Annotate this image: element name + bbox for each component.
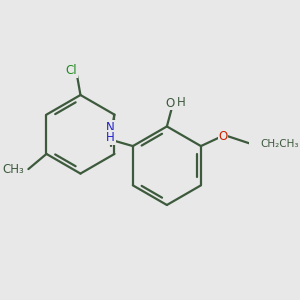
Text: H: H bbox=[106, 131, 115, 144]
Text: H: H bbox=[177, 96, 186, 109]
Text: CH₃: CH₃ bbox=[2, 163, 24, 176]
Text: Cl: Cl bbox=[65, 64, 77, 77]
Text: O: O bbox=[218, 130, 227, 142]
Text: O: O bbox=[166, 97, 175, 110]
Text: CH₂CH₃: CH₂CH₃ bbox=[261, 139, 299, 148]
Text: N: N bbox=[106, 121, 115, 134]
